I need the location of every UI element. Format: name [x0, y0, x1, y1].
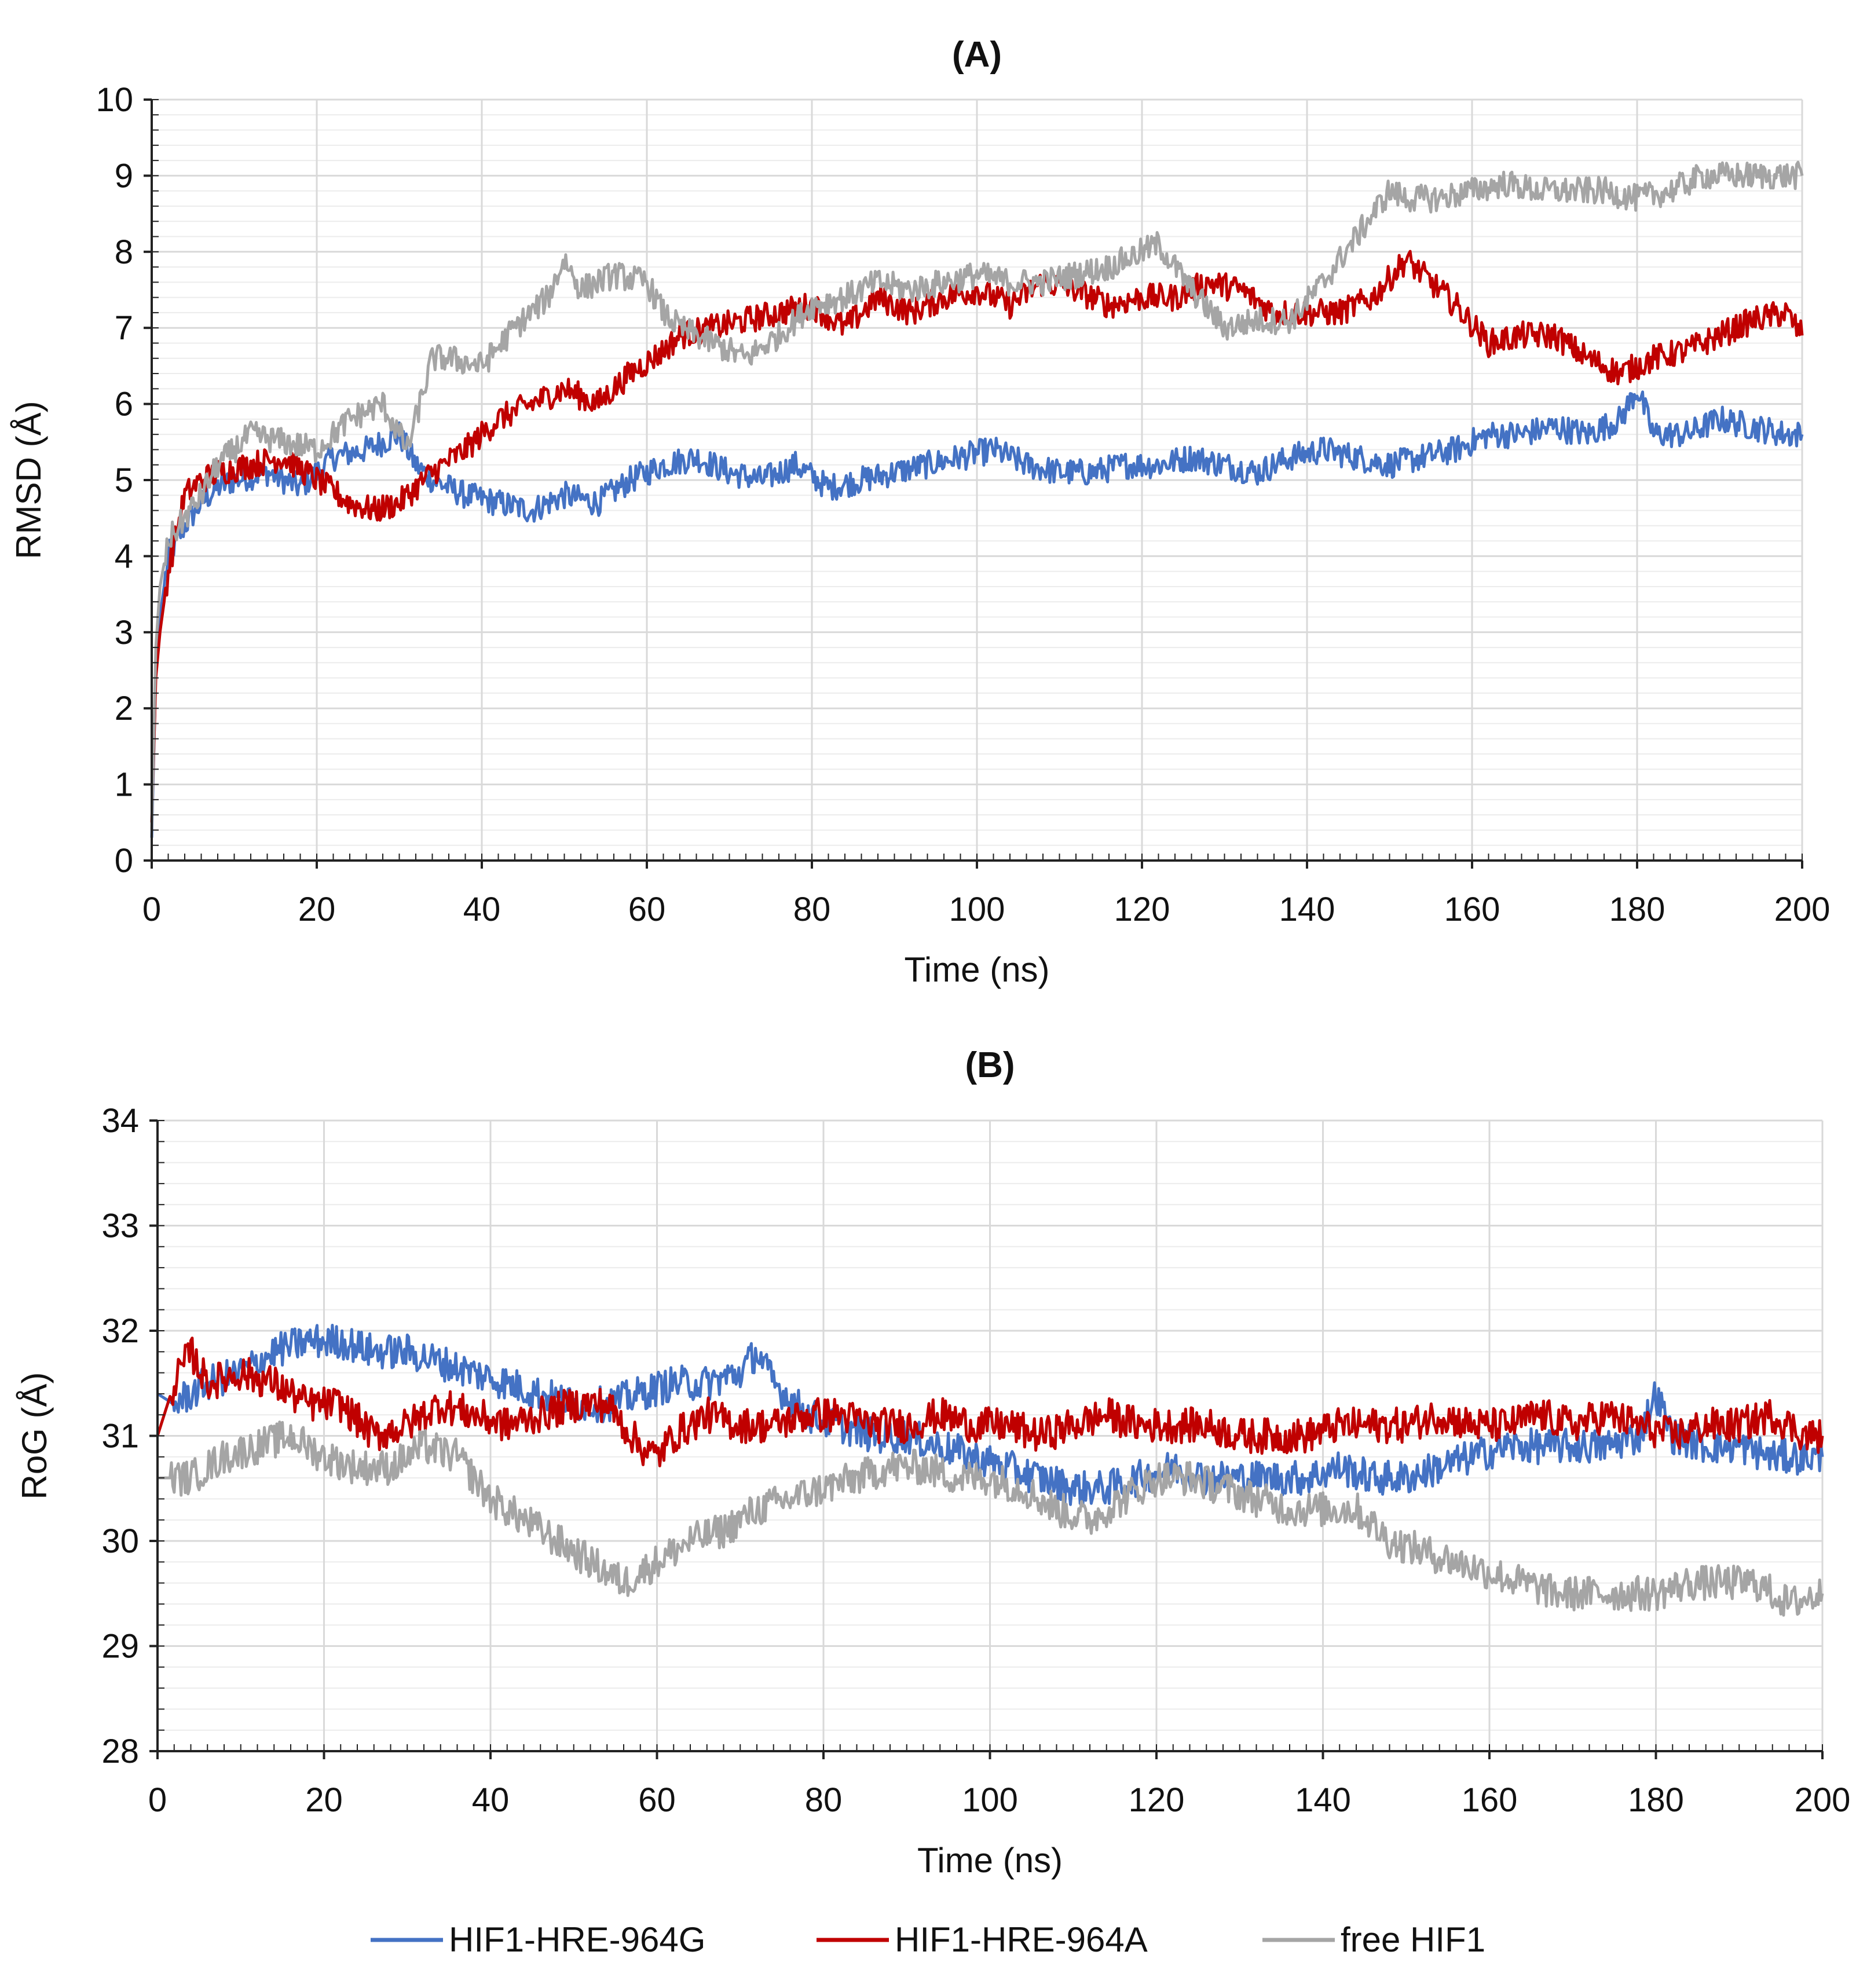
y-axis-title: RoG (Å)	[15, 1372, 54, 1499]
y-axis-title: RMSD (Å)	[9, 401, 48, 559]
x-axis-title: Time (ns)	[917, 1841, 1063, 1880]
x-tick-label: 80	[805, 1781, 843, 1819]
panel-a: 0 20 40 60 80 100 120 140 160 180 200 0 1 2 3 4 5 6 7 8 9 10 (…	[9, 35, 1830, 989]
y-tick-label: 32	[101, 1312, 139, 1350]
y-tick-label: 0	[115, 842, 133, 880]
y-tick-label: 6	[115, 386, 133, 423]
x-tick-label: 160	[1444, 891, 1500, 928]
x-tick-label: 20	[298, 891, 336, 928]
x-tick-label: 120	[1114, 891, 1170, 928]
series-line-hif1-hre-964a	[150, 250, 1804, 823]
x-tick-label: 20	[305, 1781, 343, 1819]
x-tick-label: 100	[949, 891, 1005, 928]
x-tick-label: 120	[1129, 1781, 1185, 1819]
series-line-hif1-hre-964g	[150, 390, 1804, 838]
y-tick-label: 5	[115, 462, 133, 499]
y-tick-label: 29	[101, 1628, 139, 1665]
series-line-hif1-hre-964a	[156, 1337, 1824, 1467]
x-tick-label: 0	[148, 1781, 167, 1819]
x-tick-label: 140	[1295, 1781, 1351, 1819]
series-line-hif1-hre-964g	[156, 1324, 1824, 1506]
legend-label-hif1-hre-964g: HIF1-HRE-964G	[449, 1920, 705, 1959]
x-tick-label: 180	[1628, 1781, 1684, 1819]
y-tick-label: 9	[115, 157, 133, 195]
panel-title: (A)	[952, 35, 1002, 75]
series-line-free-hif1	[150, 160, 1804, 830]
x-tick-label: 180	[1609, 891, 1665, 928]
y-tick-label: 8	[115, 233, 133, 271]
panel-title: (B)	[965, 1045, 1015, 1085]
y-tick-label: 30	[101, 1522, 139, 1560]
panel-b: 0 20 40 60 80 100 120 140 160 180 200 28 29 30 31 32 33 3…	[15, 1045, 1850, 1880]
y-tick-label: 31	[101, 1418, 139, 1455]
y-tick-label: 2	[115, 690, 133, 727]
x-tick-label: 0	[142, 891, 161, 928]
y-tick-label: 3	[115, 614, 133, 651]
legend-label-free-hif1: free HIF1	[1341, 1920, 1485, 1959]
x-tick-label: 140	[1279, 891, 1335, 928]
y-tick-label: 28	[101, 1733, 139, 1770]
x-tick-label: 80	[793, 891, 831, 928]
y-tick-label: 33	[101, 1207, 139, 1245]
x-tick-label: 40	[472, 1781, 510, 1819]
x-tick-label: 60	[638, 1781, 676, 1819]
y-tick-label: 7	[115, 309, 133, 347]
y-tick-label: 4	[115, 537, 133, 575]
y-tick-label: 10	[96, 81, 133, 119]
series-line-free-hif1	[157, 1420, 1824, 1617]
x-axis-title: Time (ns)	[904, 950, 1049, 989]
x-tick-label: 40	[463, 891, 501, 928]
x-tick-label: 200	[1795, 1781, 1851, 1819]
legend: HIF1-HRE-964G HIF1-HRE-964A free HIF1	[371, 1920, 1485, 1959]
x-tick-label: 60	[628, 891, 666, 928]
legend-label-hif1-hre-964a: HIF1-HRE-964A	[895, 1920, 1148, 1959]
y-tick-label: 34	[101, 1102, 139, 1140]
x-tick-label: 160	[1462, 1781, 1518, 1819]
y-tick-label: 1	[115, 766, 133, 804]
x-tick-label: 100	[962, 1781, 1018, 1819]
x-tick-label: 200	[1774, 891, 1831, 928]
